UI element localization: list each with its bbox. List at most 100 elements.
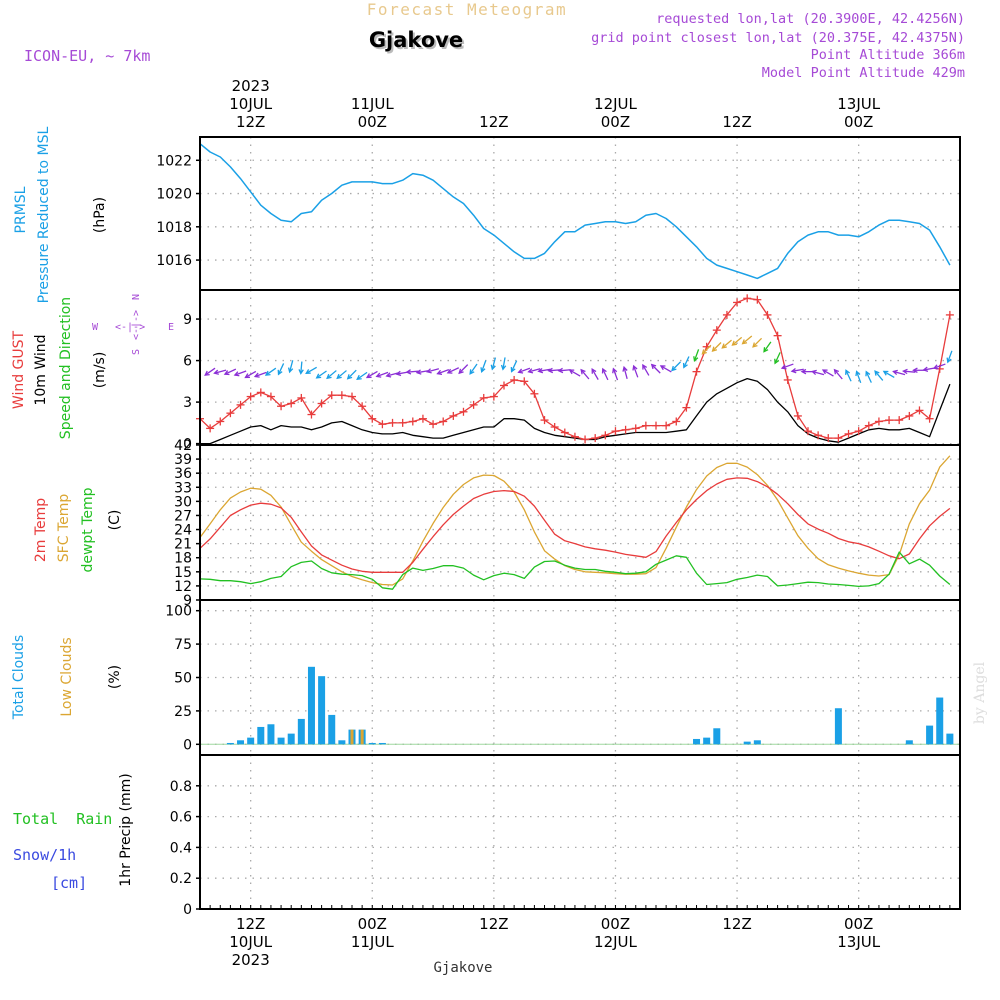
location-title-shadow: Gjakove: [371, 30, 465, 54]
requested-coords: requested lon,lat (20.3900E, 42.4256N): [656, 11, 965, 27]
gust-marker: [317, 399, 326, 408]
wind-arrow: [436, 368, 450, 376]
y-tick-label: 42: [174, 438, 192, 454]
wind-arrow: [537, 367, 551, 374]
wind-arrow: [277, 363, 285, 376]
low-cloud-bar: [360, 729, 364, 745]
wind-arrow: [480, 360, 487, 374]
total-cloud-bar: [703, 737, 711, 745]
gust-marker: [905, 411, 914, 420]
total-cloud-bar: [753, 740, 761, 745]
time-label: 13JUL: [837, 95, 880, 113]
time-label: 13JUL: [837, 933, 880, 951]
gust-marker: [226, 409, 235, 418]
gust-marker: [246, 392, 255, 401]
wind-arrow: [821, 369, 834, 377]
gust-marker: [631, 424, 640, 433]
time-label: 00Z: [601, 915, 630, 933]
precip-unit: 1hr Precip (mm): [118, 773, 134, 886]
wind-arrow: [731, 336, 743, 346]
gust-marker: [550, 423, 559, 432]
gust-marker: [368, 414, 377, 423]
wind-arrow: [510, 360, 518, 373]
gust-marker: [510, 375, 519, 384]
gust-marker: [500, 381, 508, 390]
wind-10m-label: 10m Wind: [33, 334, 49, 405]
total-cloud-bar: [267, 724, 275, 745]
wind-arrow: [780, 363, 794, 370]
panel-frame: [199, 444, 961, 601]
precip-labels: Total Rain Snow/1h [cm] 1hr Precip (mm): [13, 773, 134, 892]
snow-unit-label: [cm]: [51, 874, 87, 892]
wind-arrow: [741, 335, 753, 345]
wind-gust-label: Wind GUST: [11, 330, 27, 409]
y-tick-label: 0.6: [170, 810, 192, 826]
gust-marker: [885, 416, 894, 425]
gust-marker: [763, 310, 772, 319]
gust-marker: [307, 410, 316, 419]
y-tick-label: 24: [174, 523, 192, 539]
wind-arrow: [244, 370, 257, 379]
prmsl-line: [199, 143, 951, 280]
gust-marker: [854, 427, 863, 436]
gust-marker: [358, 402, 367, 411]
y-tick-label: 1020: [156, 187, 192, 203]
wind-arrow: [336, 370, 347, 380]
y-tick-label: 6: [183, 354, 192, 370]
wind-arrow: [356, 371, 368, 381]
y-tick-label: 18: [174, 551, 192, 567]
cloud-unit: (%): [107, 665, 123, 689]
panel-frames: [199, 136, 961, 910]
y-tick-label: 27: [174, 508, 192, 524]
t2m-line: [199, 477, 951, 573]
wind-arrow: [527, 368, 541, 374]
wind-arrow: [833, 368, 843, 380]
time-label: 00Z: [601, 113, 630, 131]
time-label: 12Z: [722, 915, 751, 933]
total-cloud-bar: [226, 742, 234, 745]
temp-labels: 2m Temp SFC Temp dewpt Temp (C): [33, 487, 123, 572]
time-label: 2023: [232, 77, 270, 95]
wind-arrow: [632, 364, 639, 378]
time-label: 12JUL: [594, 933, 637, 951]
gust-marker: [297, 393, 306, 402]
gust-marker: [378, 420, 387, 429]
wind-arrow: [682, 356, 690, 369]
y-tick-label: 15: [174, 565, 192, 581]
wind-arrow: [892, 369, 906, 376]
sfc-temp-line: [199, 455, 951, 586]
y-tick-label: 36: [174, 466, 192, 482]
y-ticks: 1016101810201022036991215182124273033363…: [156, 153, 200, 918]
grid-point-coords: grid point closest lon,lat (20.375E, 42.…: [591, 30, 965, 46]
wind-arrow: [932, 363, 946, 370]
gust-marker: [479, 393, 488, 402]
wind-arrow: [446, 367, 460, 374]
gust-marker: [337, 391, 346, 400]
wind-arrow: [517, 367, 531, 374]
wind-arrow: [298, 361, 304, 375]
gust-marker: [611, 427, 620, 436]
gust-marker: [570, 432, 579, 441]
wind-arrow: [253, 371, 267, 378]
gust-marker: [793, 411, 802, 420]
wind-arrow: [547, 367, 561, 374]
compass-s: S: [131, 349, 142, 355]
wind-gust-line: [199, 297, 951, 441]
dewpt-label: dewpt Temp: [80, 487, 96, 572]
wind-arrow: [375, 371, 389, 378]
total-cloud-bar: [378, 742, 386, 745]
time-label: 00Z: [844, 113, 873, 131]
wind-arrow: [315, 370, 327, 379]
wind-arrow: [458, 364, 469, 375]
y-tick-label: 1022: [156, 153, 192, 169]
total-cloud-bar: [368, 742, 376, 745]
time-label: 2023: [232, 951, 270, 969]
total-cloud-bar: [318, 676, 326, 745]
cloud-labels: Total Clouds Low Clouds (%): [11, 635, 123, 720]
wind-arrow: [213, 369, 227, 375]
total-cloud-bar: [287, 733, 295, 745]
gust-marker: [348, 392, 356, 401]
time-label: 12Z: [722, 113, 751, 131]
